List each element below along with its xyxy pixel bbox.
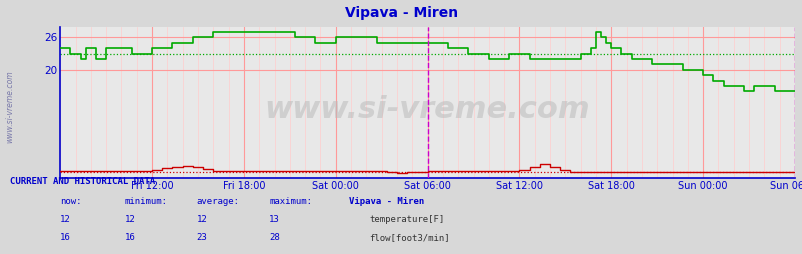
Text: 16: 16 — [60, 233, 71, 242]
Text: minimum:: minimum: — [124, 197, 168, 207]
Text: average:: average: — [196, 197, 240, 207]
Text: www.si-vreme.com: www.si-vreme.com — [265, 95, 589, 124]
Text: Vipava - Miren: Vipava - Miren — [349, 197, 424, 207]
Text: 23: 23 — [196, 233, 207, 242]
Text: 12: 12 — [124, 215, 135, 224]
Text: 12: 12 — [196, 215, 207, 224]
Text: now:: now: — [60, 197, 82, 207]
Text: maximum:: maximum: — [269, 197, 312, 207]
Text: flow[foot3/min]: flow[foot3/min] — [369, 233, 449, 242]
Text: 13: 13 — [269, 215, 279, 224]
Text: www.si-vreme.com: www.si-vreme.com — [5, 70, 14, 143]
Text: CURRENT AND HISTORICAL DATA: CURRENT AND HISTORICAL DATA — [10, 177, 156, 186]
Text: 16: 16 — [124, 233, 135, 242]
Text: 28: 28 — [269, 233, 279, 242]
Text: 12: 12 — [60, 215, 71, 224]
Text: temperature[F]: temperature[F] — [369, 215, 444, 224]
Text: Vipava - Miren: Vipava - Miren — [345, 6, 457, 20]
